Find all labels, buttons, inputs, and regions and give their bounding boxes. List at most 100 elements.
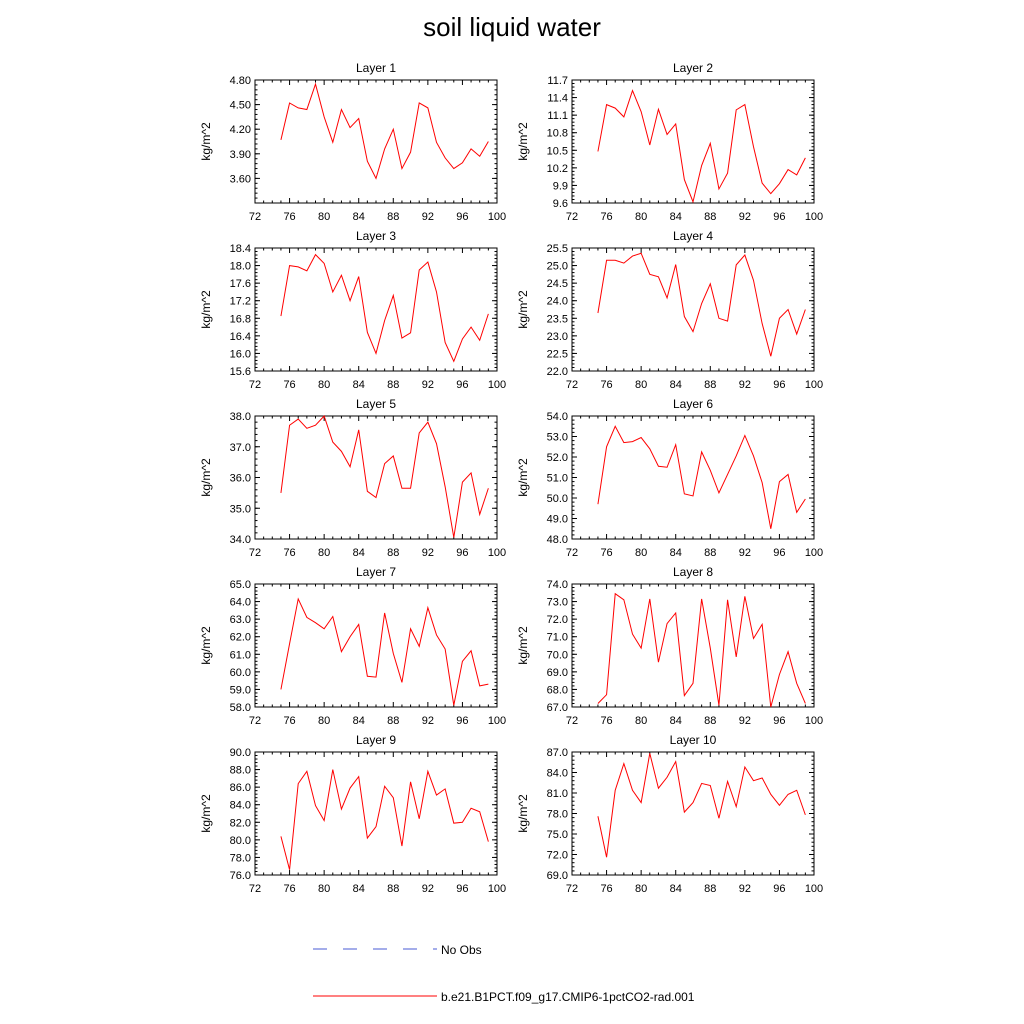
panel-layer-5: 72 76 80 84 88 92 96 100 34.0 35.0 36.0 37.0 38.0 Lay…	[199, 397, 506, 559]
y-tick-label: 16.4	[230, 331, 251, 343]
panel-title: Layer 4	[673, 229, 713, 243]
x-tick-label: 88	[387, 547, 399, 559]
x-tick-label: 80	[318, 379, 330, 391]
y-tick-label: 11.4	[547, 93, 568, 105]
x-tick-label: 80	[635, 547, 647, 559]
y-tick-label: 84.0	[230, 800, 251, 812]
x-tick-label: 88	[387, 379, 399, 391]
y-tick-label: 78.0	[547, 809, 568, 821]
panel-layer-4: 72 76 80 84 88 92 96 100 22.0 22.5 23.0 23.5 24.0 24.…	[516, 229, 823, 391]
y-tick-label: 59.0	[230, 684, 251, 696]
y-tick-label: 35.0	[230, 503, 251, 515]
y-tick-label: 53.0	[547, 432, 568, 444]
y-axis-label: kg/m^2	[516, 458, 530, 497]
panel-layer-7: 72 76 80 84 88 92 96 100 58.0 59.0 60.0 61.0 62.0 63.…	[199, 565, 506, 727]
x-tick-label: 72	[566, 379, 578, 391]
x-tick-label: 80	[635, 211, 647, 223]
x-tick-label: 100	[488, 883, 506, 895]
panel-title: Layer 1	[356, 61, 396, 75]
y-tick-label: 88.0	[230, 765, 251, 777]
legend: No Obs b.e21.B1PCT.f09_g17.CMIP6-1pctCO2…	[313, 943, 695, 1004]
y-tick-label: 37.0	[230, 442, 251, 454]
x-tick-label: 88	[704, 547, 716, 559]
y-tick-label: 3.90	[230, 149, 251, 161]
panel-title: Layer 5	[356, 397, 396, 411]
x-tick-label: 72	[566, 211, 578, 223]
panel-title: Layer 3	[356, 229, 396, 243]
y-tick-label: 86.0	[230, 782, 251, 794]
panel-title: Layer 9	[356, 733, 396, 747]
y-tick-label: 17.6	[230, 278, 251, 290]
x-tick-label: 100	[488, 715, 506, 727]
y-tick-label: 11.7	[547, 75, 568, 87]
y-tick-label: 22.5	[547, 348, 568, 360]
x-tick-label: 96	[456, 547, 468, 559]
y-tick-label: 4.80	[230, 75, 251, 87]
x-tick-label: 80	[318, 547, 330, 559]
plot-frame	[254, 79, 498, 204]
y-tick-label: 18.0	[230, 261, 251, 273]
y-axis-label: kg/m^2	[516, 794, 530, 833]
y-tick-label: 73.0	[547, 597, 568, 609]
x-tick-label: 92	[422, 715, 434, 727]
y-tick-label: 65.0	[230, 579, 251, 591]
y-tick-label: 15.6	[230, 366, 251, 378]
x-tick-label: 88	[704, 379, 716, 391]
x-tick-label: 80	[635, 883, 647, 895]
panel-layer-9: 72 76 80 84 88 92 96 100 76.0 78.0 80.0 82.0 84.0 86.…	[199, 733, 506, 895]
y-tick-label: 4.20	[230, 124, 251, 136]
y-tick-label: 71.0	[547, 632, 568, 644]
figure-header: soil liquid water	[0, 12, 1024, 43]
y-tick-label: 90.0	[230, 747, 251, 759]
y-tick-label: 72.0	[547, 614, 568, 626]
panel-layer-6: 72 76 80 84 88 92 96 100 48.0 49.0 50.0 51.0 52.0 53.…	[516, 397, 823, 559]
y-tick-label: 24.0	[547, 296, 568, 308]
x-tick-label: 92	[739, 883, 751, 895]
plot-frame	[571, 583, 815, 708]
x-tick-label: 76	[283, 883, 295, 895]
x-tick-label: 76	[600, 715, 612, 727]
panel-layer-10: 72 76 80 84 88 92 96 100 69.0 72.0 75.0 78.0 81.0 84.…	[516, 733, 823, 895]
plot-frame	[571, 79, 815, 204]
y-tick-label: 10.2	[547, 163, 568, 175]
x-tick-label: 80	[318, 211, 330, 223]
x-tick-label: 92	[739, 547, 751, 559]
x-tick-label: 92	[739, 715, 751, 727]
y-tick-label: 23.5	[547, 313, 568, 325]
y-tick-label: 64.0	[230, 597, 251, 609]
y-tick-label: 10.8	[547, 128, 568, 140]
y-tick-label: 17.2	[230, 296, 251, 308]
x-tick-label: 92	[739, 211, 751, 223]
x-tick-label: 76	[600, 547, 612, 559]
x-tick-label: 96	[773, 883, 785, 895]
x-tick-label: 84	[670, 211, 682, 223]
x-tick-label: 92	[739, 379, 751, 391]
x-tick-label: 72	[249, 547, 261, 559]
y-axis-label: kg/m^2	[516, 122, 530, 161]
x-tick-label: 84	[670, 547, 682, 559]
x-tick-label: 100	[805, 379, 823, 391]
series-line	[597, 753, 806, 858]
x-tick-label: 100	[488, 547, 506, 559]
series-line	[280, 769, 489, 870]
x-tick-label: 76	[600, 211, 612, 223]
panel-title: Layer 10	[670, 733, 717, 747]
y-tick-label: 3.60	[230, 173, 251, 185]
x-tick-label: 96	[456, 379, 468, 391]
legend-label-model: b.e21.B1PCT.f09_g17.CMIP6-1pctCO2-rad.00…	[441, 990, 695, 1004]
x-tick-label: 72	[249, 379, 261, 391]
panel-title: Layer 7	[356, 565, 396, 579]
y-tick-label: 36.0	[230, 473, 251, 485]
y-tick-label: 60.0	[230, 667, 251, 679]
x-tick-label: 72	[566, 715, 578, 727]
plot-frame	[571, 247, 815, 372]
y-tick-label: 25.5	[547, 243, 568, 255]
y-axis-label: kg/m^2	[199, 794, 213, 833]
x-tick-label: 76	[283, 715, 295, 727]
y-tick-label: 4.50	[230, 100, 251, 112]
series-line	[597, 425, 806, 529]
figure-title: soil liquid water	[423, 12, 601, 42]
x-tick-label: 84	[670, 379, 682, 391]
y-tick-label: 61.0	[230, 649, 251, 661]
x-tick-label: 84	[353, 547, 365, 559]
